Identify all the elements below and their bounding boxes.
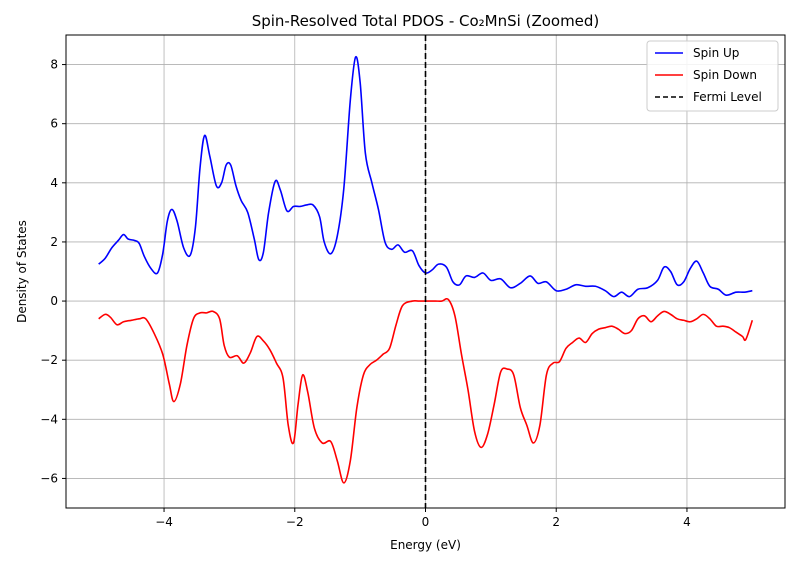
x-tick-label: 0 (422, 515, 430, 529)
x-tick-label: −2 (286, 515, 304, 529)
y-tick-label: −6 (40, 471, 58, 485)
y-axis-ticks: −6 −4 −2 0 2 4 6 8 (40, 58, 66, 485)
x-axis-label: Energy (eV) (390, 538, 461, 552)
x-axis-ticks: −4 −2 0 2 4 (155, 508, 691, 529)
legend-label-spin-down: Spin Down (693, 68, 757, 82)
y-tick-label: −4 (40, 412, 58, 426)
y-tick-label: −2 (40, 353, 58, 367)
legend-box (646, 40, 779, 112)
y-axis-label: Density of States (15, 220, 29, 323)
legend-label-spin-up: Spin Up (693, 46, 739, 60)
y-tick-label: 8 (50, 58, 58, 72)
y-tick-label: 2 (50, 235, 58, 249)
y-tick-label: 4 (50, 176, 58, 190)
series-lines (98, 35, 754, 508)
x-tick-label: −4 (155, 515, 173, 529)
spin-up-line (98, 55, 753, 298)
x-tick-label: 4 (683, 515, 691, 529)
y-tick-label: 6 (50, 117, 58, 131)
y-tick-label: 0 (50, 294, 58, 308)
legend-label-fermi-level: Fermi Level (693, 90, 762, 104)
legend: Spin Up Spin Down Fermi Level (646, 40, 779, 112)
x-tick-label: 2 (552, 515, 560, 529)
chart-title: Spin-Resolved Total PDOS - Co₂MnSi (Zoom… (252, 12, 600, 30)
